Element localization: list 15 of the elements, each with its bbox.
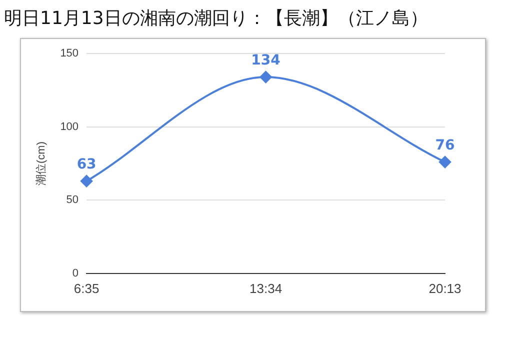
chart-title: 明日11月13日の湘南の潮回り：【長潮】（江ノ島）: [4, 7, 429, 30]
y-tick-label: 0: [72, 267, 79, 280]
point: [260, 71, 272, 84]
y-tick-label: 150: [60, 48, 79, 60]
x-tick-label: 20:13: [428, 280, 462, 296]
y-tick-label: 100: [60, 120, 79, 133]
point: [439, 156, 451, 168]
data-label: 134: [251, 52, 281, 69]
data-label: 63: [76, 156, 96, 173]
point: [80, 175, 93, 188]
data-label: 76: [435, 138, 455, 154]
y-tick-label: 50: [66, 194, 79, 206]
x-tick-label: 6:35: [74, 280, 100, 296]
x-tick-label: 13:34: [250, 280, 282, 296]
y-axis-title: 潮位(cm): [34, 142, 48, 186]
